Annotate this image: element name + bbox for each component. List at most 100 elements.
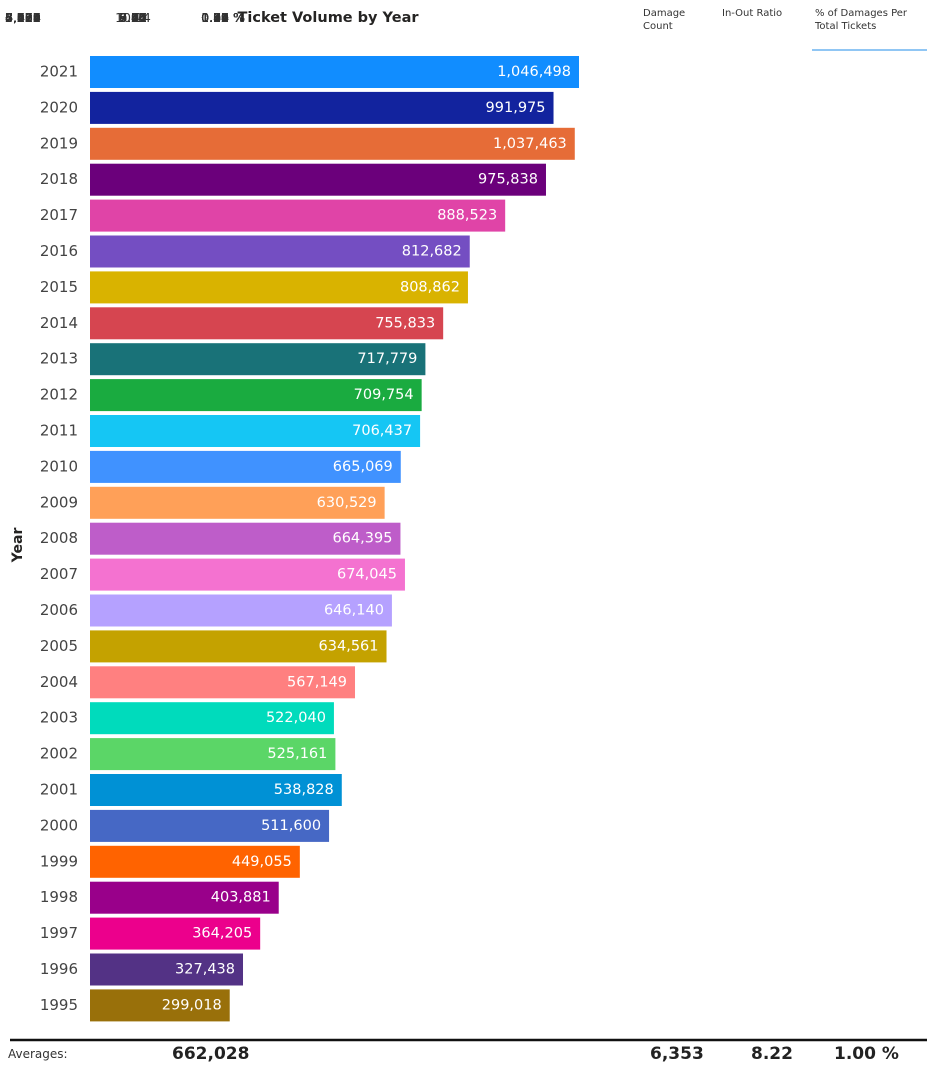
data-label: 665,069 bbox=[333, 459, 393, 475]
table-cell: 7.72 bbox=[119, 10, 147, 25]
average-value: 6,353 bbox=[650, 1044, 704, 1064]
y-tick-label: 2006 bbox=[40, 601, 78, 619]
data-label: 812,682 bbox=[402, 244, 462, 260]
data-label: 630,529 bbox=[317, 495, 377, 511]
y-tick-label: 2009 bbox=[40, 493, 78, 511]
table-cell: 4,517 bbox=[5, 10, 41, 25]
data-label: 364,205 bbox=[192, 926, 252, 942]
averages-label: Averages: bbox=[8, 1047, 68, 1061]
y-tick-label: 2020 bbox=[40, 98, 78, 116]
table-cell: 1.14 % bbox=[201, 10, 245, 25]
bar bbox=[90, 989, 230, 1022]
table-cell: 0.94 % bbox=[201, 10, 245, 25]
table-cell: 1.21 % bbox=[201, 10, 245, 25]
y-tick-label: 2015 bbox=[40, 278, 78, 296]
table-cell: 0.78 % bbox=[201, 10, 245, 25]
average-value: 8.22 bbox=[751, 1044, 793, 1064]
table-cell: 0.81 % bbox=[201, 10, 245, 25]
y-tick-label: 1995 bbox=[40, 996, 78, 1014]
y-tick-label: 2007 bbox=[40, 565, 78, 583]
table-cell: 8,039 bbox=[5, 10, 41, 25]
table-cell: 0.73 % bbox=[201, 10, 245, 25]
table-cell: 6,439 bbox=[5, 10, 41, 25]
y-tick-label: 2000 bbox=[40, 816, 78, 834]
data-label: 511,600 bbox=[261, 818, 321, 834]
data-label: 525,161 bbox=[267, 746, 327, 762]
table-cell: 8,398 bbox=[5, 10, 41, 25]
table-cell: 0.72 % bbox=[201, 10, 245, 25]
table-header: % of Damages Per Total Tickets bbox=[815, 8, 908, 32]
bar bbox=[90, 235, 470, 268]
y-tick-label: 2018 bbox=[40, 170, 78, 188]
data-label: 522,040 bbox=[266, 710, 326, 726]
data-label: 808,862 bbox=[400, 279, 460, 295]
data-label: 888,523 bbox=[437, 208, 497, 224]
table-cell: 0.89 % bbox=[201, 10, 245, 25]
table-cell: 6.47 bbox=[119, 10, 147, 25]
data-label: 991,975 bbox=[486, 100, 546, 116]
y-axis-label: Year bbox=[10, 528, 26, 564]
table-cell: 7,685 bbox=[5, 10, 41, 25]
table-cell: 7.24 bbox=[119, 10, 147, 25]
data-label: 975,838 bbox=[478, 172, 538, 188]
table-cell: 7.97 bbox=[119, 10, 147, 25]
bar bbox=[90, 271, 468, 304]
y-tick-label: 2001 bbox=[40, 781, 78, 799]
table-cell: 7,771 bbox=[5, 10, 41, 25]
table-cell: 7.44 bbox=[119, 10, 147, 25]
data-label: 646,140 bbox=[324, 603, 384, 619]
table-cell: 1.17 % bbox=[201, 10, 245, 25]
table-cell: 1.20 % bbox=[201, 10, 245, 25]
data-label: 717,779 bbox=[357, 351, 417, 367]
bar bbox=[90, 702, 334, 735]
chart-title: Ticket Volume by Year bbox=[237, 10, 419, 26]
table-cell: 6,369 bbox=[5, 10, 41, 25]
y-tick-label: 2005 bbox=[40, 637, 78, 655]
table-cell: 9.71 bbox=[119, 10, 147, 25]
table-cell: 9.37 bbox=[119, 10, 147, 25]
table-cell: 9.56 bbox=[119, 10, 147, 25]
y-tick-label: 2017 bbox=[40, 206, 78, 224]
table-cell: 6,355 bbox=[5, 10, 41, 25]
bar bbox=[90, 486, 385, 519]
data-label: 1,037,463 bbox=[493, 136, 567, 152]
data-label: 634,561 bbox=[319, 638, 379, 654]
table-cell: 7.62 bbox=[119, 10, 147, 25]
table-cell: 8.87 bbox=[119, 10, 147, 25]
bar bbox=[90, 199, 506, 232]
y-tick-label: 2013 bbox=[40, 350, 78, 368]
table-cell: 1.13 % bbox=[201, 10, 245, 25]
bar bbox=[90, 522, 401, 555]
bar bbox=[90, 738, 336, 771]
bar bbox=[90, 379, 422, 412]
y-tick-label: 1997 bbox=[40, 924, 78, 942]
y-tick-label: 2008 bbox=[40, 529, 78, 547]
y-tick-label: 2012 bbox=[40, 386, 78, 404]
table-cell: 7.27 bbox=[119, 10, 147, 25]
table-cell: 0.79 % bbox=[201, 10, 245, 25]
table-cell: 0.74 % bbox=[201, 10, 245, 25]
table-cell: 6,235 bbox=[5, 10, 41, 25]
bar bbox=[90, 163, 546, 196]
data-label: 299,018 bbox=[162, 997, 222, 1013]
data-label: 327,438 bbox=[175, 962, 235, 978]
y-tick-label: 2014 bbox=[40, 314, 78, 332]
table-cell: 6,114 bbox=[5, 10, 41, 25]
y-tick-label: 2021 bbox=[40, 63, 78, 81]
y-tick-label: 1996 bbox=[40, 960, 78, 978]
table-cell: 10.14 bbox=[115, 10, 151, 25]
table-cell: 9.17 bbox=[119, 10, 147, 25]
data-label: 1,046,498 bbox=[497, 64, 571, 80]
y-tick-label: 2003 bbox=[40, 709, 78, 727]
data-label: 403,881 bbox=[211, 890, 271, 906]
table-cell: 7,111 bbox=[5, 10, 41, 25]
table-cell: 2,468 bbox=[5, 10, 41, 25]
table-cell: 7.62 bbox=[119, 10, 147, 25]
bar bbox=[90, 558, 405, 591]
table-cell: 8.82 bbox=[119, 10, 147, 25]
table-cell: 1.14 % bbox=[201, 10, 245, 25]
y-tick-label: 2011 bbox=[40, 422, 78, 440]
y-tick-label: 2010 bbox=[40, 457, 78, 475]
